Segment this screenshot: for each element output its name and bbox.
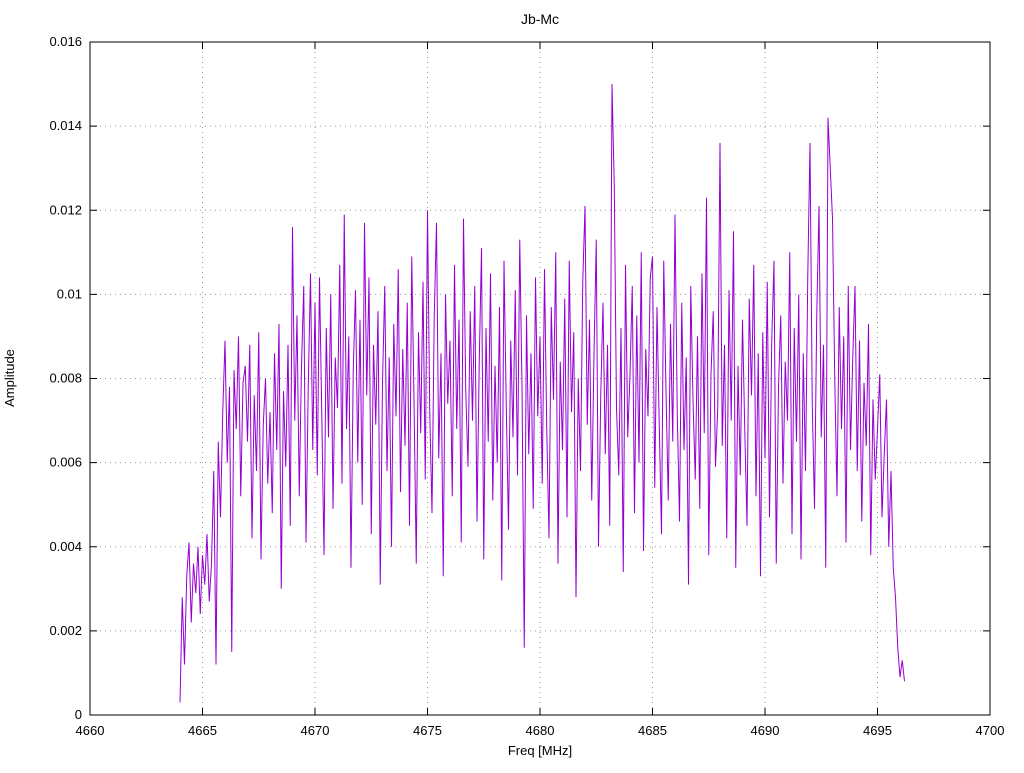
x-tick-label: 4700 (976, 723, 1005, 738)
y-tick-label: 0.008 (49, 371, 82, 386)
y-tick-label: 0.006 (49, 455, 82, 470)
y-tick-label: 0.002 (49, 623, 82, 638)
y-tick-label: 0.016 (49, 34, 82, 49)
x-tick-label: 4665 (188, 723, 217, 738)
x-tick-label: 4695 (863, 723, 892, 738)
y-axis-label: Amplitude (2, 349, 17, 407)
x-tick-label: 4675 (413, 723, 442, 738)
x-tick-label: 4660 (76, 723, 105, 738)
y-tick-label: 0.01 (57, 286, 82, 301)
x-tick-label: 4690 (751, 723, 780, 738)
grid-lines (89, 41, 991, 716)
data-series (179, 84, 905, 703)
chart-title: Jb-Mc (521, 11, 559, 27)
y-tick-label: 0.004 (49, 539, 82, 554)
x-axis-label: Freq [MHz] (508, 743, 572, 758)
y-tick-label: 0.012 (49, 202, 82, 217)
x-tick-label: 4670 (301, 723, 330, 738)
x-tick-label: 4685 (638, 723, 667, 738)
tick-labels: 4660 4665 4670 4675 4680 4685 4690 4695 4700 0 0.0… (49, 34, 1004, 738)
axes (89, 41, 991, 716)
spectrum-line (179, 84, 905, 703)
y-tick-label: 0.014 (49, 118, 82, 133)
y-tick-label: 0 (75, 707, 82, 722)
x-tick-label: 4680 (526, 723, 555, 738)
